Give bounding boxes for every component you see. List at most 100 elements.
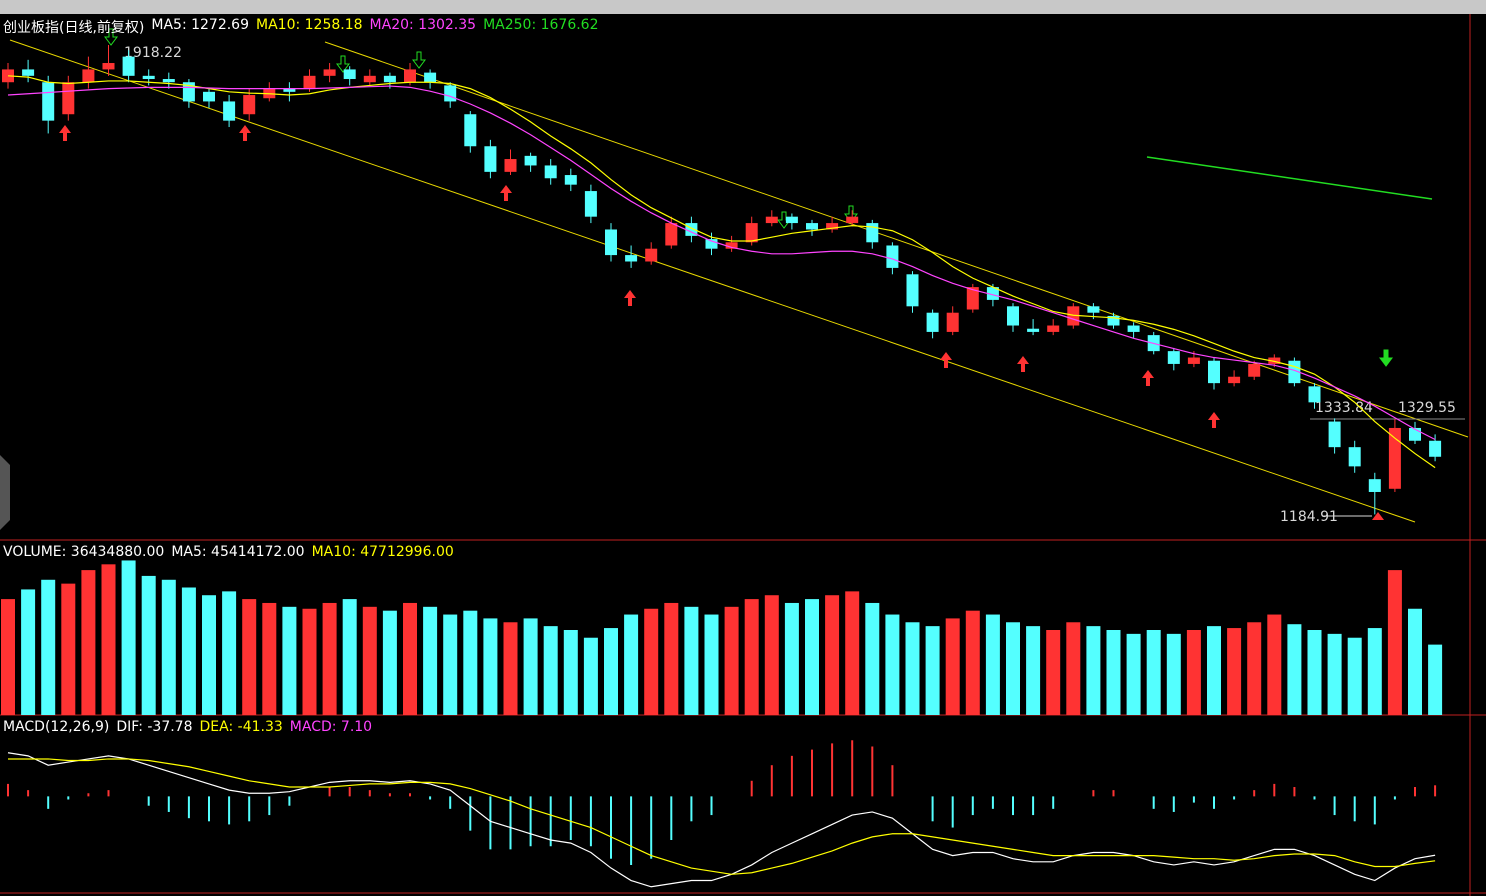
buy-signals — [59, 125, 1384, 520]
candle-body — [1328, 421, 1341, 448]
candle-body — [1127, 325, 1140, 332]
candle-body — [404, 69, 416, 83]
volume-bar — [583, 637, 598, 715]
volume-header: VOLUME: 36434880.00 MA5: 45414172.00 MA10:… — [3, 544, 454, 560]
annotation: 1333.84 — [1315, 400, 1373, 416]
candle-body — [765, 216, 778, 224]
volume-bar — [865, 602, 880, 715]
candle-body — [564, 175, 577, 185]
candle-body — [1027, 328, 1040, 332]
volume-bar — [262, 602, 277, 715]
volume-bar — [1106, 630, 1121, 715]
candle-body — [806, 223, 818, 230]
volume-bar — [463, 610, 478, 715]
volume-bar — [1126, 633, 1141, 715]
volume-bar — [181, 587, 196, 715]
volume-bar — [1207, 626, 1221, 715]
volume-bar — [1166, 633, 1181, 715]
volume-bar — [784, 602, 799, 715]
volume-bar — [41, 579, 56, 715]
candle-body — [22, 69, 35, 76]
indicator-line — [8, 758, 1436, 875]
header-text: MACD: 7.10 — [289, 719, 373, 735]
volume-bar — [342, 599, 357, 715]
candle-body — [1388, 427, 1401, 489]
volume-bar — [1066, 622, 1081, 715]
volume-bar — [704, 614, 719, 715]
header-text: DEA: -41.33 — [199, 719, 283, 735]
volume-bar — [604, 628, 618, 715]
indicator-line — [7, 75, 1436, 469]
side-handle[interactable] — [0, 455, 10, 530]
candle-body — [424, 72, 437, 83]
volume-bar — [1227, 628, 1242, 715]
candle-body — [323, 69, 336, 76]
candle-body — [484, 146, 497, 172]
high-annotation: 1918.22 — [124, 45, 182, 61]
candle-body — [62, 82, 75, 115]
volume-bar — [503, 622, 518, 715]
indicator-line — [7, 85, 1436, 441]
candle-body — [1067, 306, 1080, 326]
volume-bar — [744, 599, 759, 715]
channel-line — [324, 41, 1469, 438]
volume-bar — [483, 618, 498, 715]
volume-bar — [905, 622, 920, 715]
volume-bar — [1428, 644, 1443, 715]
volume-bar — [362, 606, 377, 715]
candle-body — [243, 95, 256, 115]
candle-body — [2, 69, 14, 83]
header-text: DIF: -37.78 — [116, 719, 193, 735]
sell-signals — [104, 28, 1393, 367]
candle-body — [1007, 306, 1019, 326]
volume-bar — [1046, 630, 1061, 715]
candle-body — [524, 155, 537, 166]
volume-bar — [825, 595, 840, 715]
volume-bar — [985, 614, 1000, 715]
header-text: MA10: 47712996.00 — [311, 544, 454, 560]
candle-body — [1248, 363, 1261, 377]
volume-bar — [1, 599, 15, 715]
volume-bar — [1307, 630, 1322, 715]
volume-bar — [403, 602, 417, 715]
candle-body — [122, 56, 135, 76]
candle-body — [866, 223, 879, 243]
candle-body — [1047, 325, 1060, 332]
volume-bar — [1287, 624, 1302, 715]
ma250-line — [1146, 156, 1433, 200]
header-text: MA10: 1258.18 — [256, 17, 363, 33]
candle-body — [1208, 360, 1220, 384]
candle-body — [162, 79, 175, 83]
volume-bar — [1026, 626, 1041, 715]
volume-bar — [684, 606, 699, 715]
candle-body — [1429, 440, 1442, 457]
volume-bar — [1367, 628, 1382, 715]
candle-body — [504, 159, 517, 172]
volume-bar — [443, 614, 458, 715]
candle-body — [946, 312, 959, 332]
candle-body — [625, 255, 638, 262]
volume-bar — [322, 602, 337, 715]
volume-bar — [845, 591, 860, 715]
volume-bar — [563, 630, 578, 715]
volume-bar — [1267, 614, 1282, 715]
candle-body — [303, 75, 316, 89]
candle-body — [464, 114, 477, 147]
candle-body — [203, 91, 215, 102]
header-text: MA250: 1676.62 — [483, 17, 599, 33]
candle-body — [906, 274, 919, 307]
candle-body — [986, 287, 999, 300]
volume-bar — [1408, 608, 1422, 715]
volume-bar — [61, 583, 76, 715]
candle-body — [1187, 357, 1200, 364]
menu-bar — [0, 0, 1486, 14]
candle-body — [444, 85, 457, 102]
indicator-line — [7, 752, 1436, 888]
candle-body — [283, 88, 296, 92]
volume-bar — [161, 579, 176, 715]
volume-bar — [1186, 630, 1201, 715]
candle-body — [544, 165, 557, 179]
candle-body — [785, 216, 798, 224]
volume-bar — [724, 606, 739, 715]
